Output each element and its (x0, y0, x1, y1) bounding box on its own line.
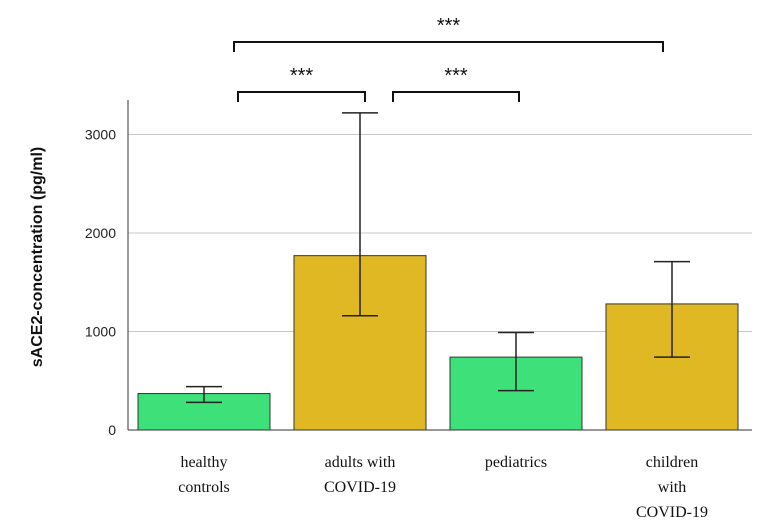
y-tick-label: 1000 (85, 324, 116, 340)
significance-bracket (392, 91, 520, 102)
significance-bracket (233, 41, 664, 52)
y-axis-label: sACE2-concentration (pg/ml) (29, 147, 46, 367)
significance-brackets: *** *** *** (233, 15, 664, 102)
x-tick-label: with (658, 479, 686, 496)
significance-label: *** (444, 65, 468, 87)
y-tick-label: 2000 (85, 225, 116, 241)
y-tick-label: 3000 (85, 127, 116, 143)
x-tick-label: COVID-19 (324, 479, 396, 496)
x-tick-label: COVID-19 (636, 504, 708, 521)
bars (137, 255, 739, 431)
significance-bracket (237, 91, 366, 102)
x-tick-label: controls (178, 479, 230, 496)
x-tick-label: adults with (325, 454, 396, 471)
y-tick-label: 0 (108, 422, 116, 438)
axes: 0 1000 2000 3000 healthy controls adults with C… (85, 100, 752, 521)
significance-label: *** (290, 65, 314, 87)
gridlines (128, 134, 752, 332)
significance-label: *** (437, 15, 461, 37)
error-bars (186, 112, 690, 404)
x-tick-label: pediatrics (485, 454, 547, 471)
x-tick-label: healthy (180, 454, 227, 471)
x-tick-label: children (646, 454, 698, 471)
